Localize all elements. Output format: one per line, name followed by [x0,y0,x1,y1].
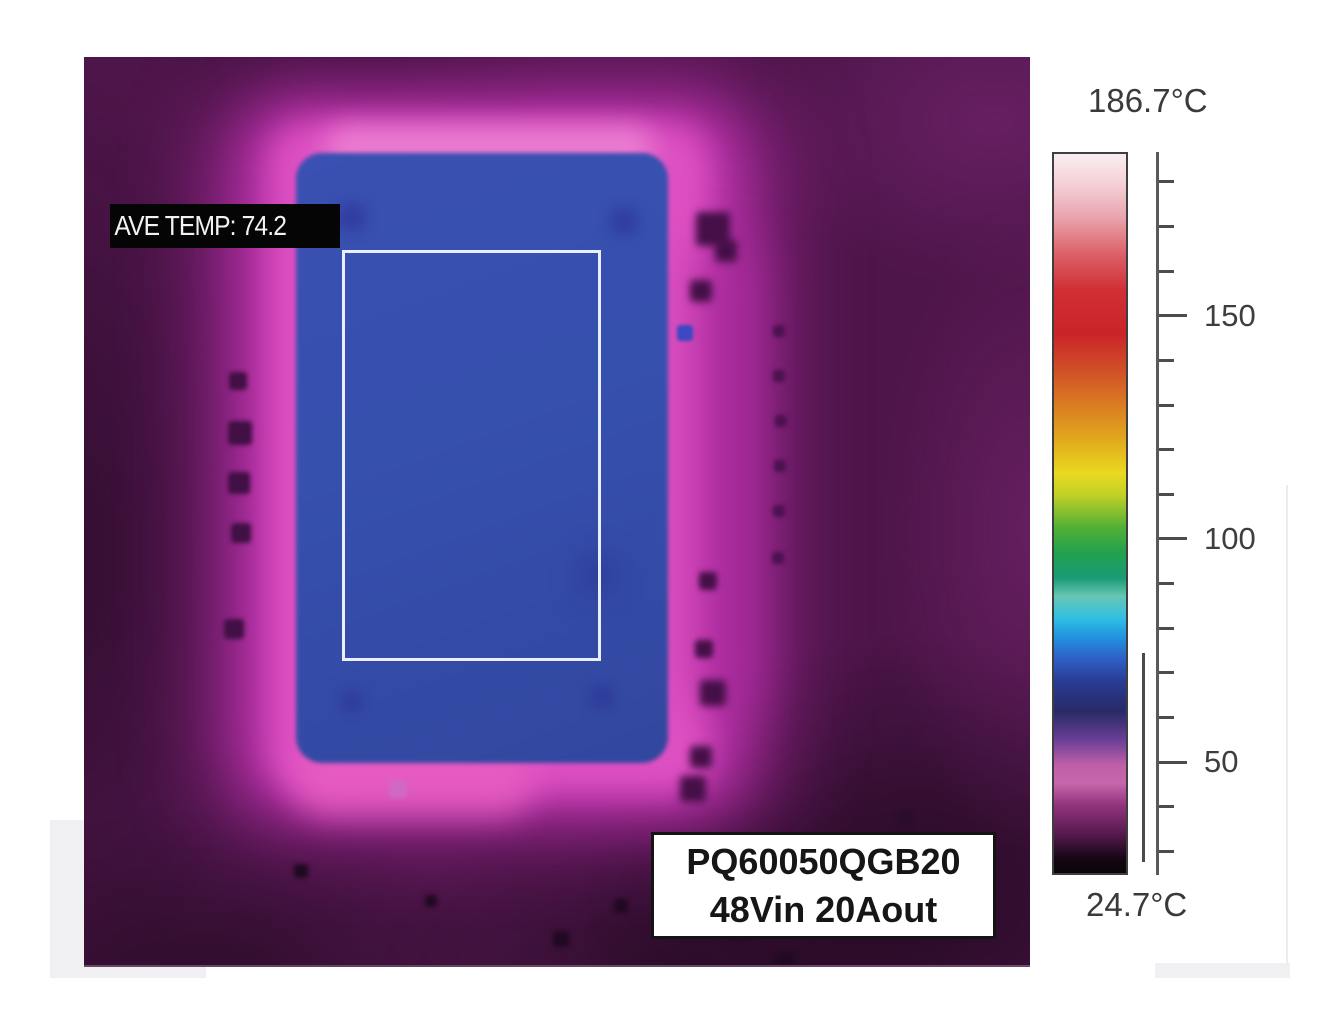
scale-minor-tick [1159,671,1174,675]
scale-minor-tick [1159,849,1174,853]
scale-minor-tick [1159,358,1174,362]
page-shadow-left [50,820,84,978]
module-screw-holes [296,153,298,155]
scale-minor-tick [1159,626,1174,630]
color-scale: 150 100 50 [1052,152,1312,875]
scale-tick-label: 100 [1204,520,1256,556]
colorbar-gradient [1052,152,1128,875]
scene-range-indicator [1142,652,1145,863]
thermal-image: AVE TEMP: 74.2 PQ60050QGB20 48Vin 20Aout [84,57,1030,967]
scale-minor-tick [1159,269,1174,273]
heat-glow-right [694,237,764,717]
device-conditions: 48Vin 20Aout [709,888,938,930]
scale-max-label: 186.7°C [1088,82,1208,119]
device-label-box: PQ60050QGB20 48Vin 20Aout [651,832,996,939]
page-shadow-bottom-right [1155,963,1290,978]
scale-major-tick [1159,314,1187,318]
average-temp-text: AVE TEMP: 74.2 [114,210,287,241]
average-temp-label: AVE TEMP: 74.2 [110,204,340,248]
scale-minor-tick [1159,180,1174,184]
scale-major-tick [1159,537,1187,541]
colorbar-ruler [1156,152,1159,875]
thermal-spots-accent [84,57,86,59]
measurement-region-box [342,250,601,661]
scale-minor-tick [1159,582,1174,586]
scale-min-label: 24.7°C [1086,886,1188,923]
scale-tick-label: 150 [1204,297,1256,333]
scale-minor-tick [1159,403,1174,407]
power-module-surface [296,153,668,763]
scale-major-tick [1159,760,1187,764]
scale-minor-tick [1159,225,1174,229]
page-edge-line [1286,485,1288,965]
scale-tick-label: 50 [1204,744,1239,780]
scale-minor-tick [1159,715,1174,719]
scale-minor-tick [1159,492,1174,496]
scale-minor-tick [1159,805,1174,809]
device-part-number: PQ60050QGB20 [686,840,961,882]
scale-minor-tick [1159,448,1174,452]
